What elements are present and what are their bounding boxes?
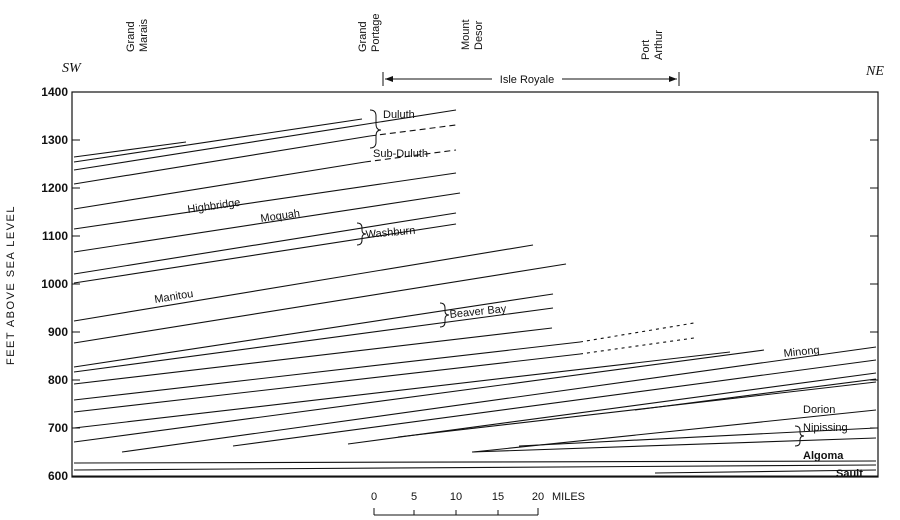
location-port-arthur-line2: Arthur bbox=[653, 30, 665, 60]
y-axis-title: FEET ABOVE SEA LEVEL bbox=[5, 205, 17, 365]
location-grand-portage-line2: Portage bbox=[370, 13, 382, 52]
location-grand-marais-line1: Grand bbox=[125, 21, 137, 52]
location-grand-marais-line2: Marais bbox=[138, 18, 150, 52]
scale-bar: 0 5 10 15 20 MILES bbox=[371, 491, 585, 516]
label-beaver-bay: Beaver Bay bbox=[449, 303, 507, 321]
label-moquah: Moquah bbox=[260, 208, 301, 225]
y-tick-1000: 1000 bbox=[41, 277, 68, 291]
y-tick-700: 700 bbox=[48, 421, 68, 435]
label-manitou: Manitou bbox=[154, 288, 195, 306]
location-mount-desor: Mount Desor bbox=[460, 19, 485, 50]
label-algoma: Algoma bbox=[803, 450, 844, 462]
location-mount-desor-line1: Mount bbox=[460, 19, 472, 50]
y-tick-1100: 1100 bbox=[42, 229, 68, 243]
direction-sw: SW bbox=[62, 61, 82, 76]
isle-royale-extent: Isle Royale bbox=[382, 72, 680, 86]
label-highbridge: Highbridge bbox=[187, 197, 241, 216]
scale-tick-10: 10 bbox=[450, 491, 462, 503]
location-grand-portage: Grand Portage bbox=[357, 13, 382, 52]
label-sault: Sault bbox=[836, 468, 863, 480]
location-mount-desor-line2: Desor bbox=[473, 20, 485, 50]
scale-tick-20: 20 bbox=[532, 491, 544, 503]
y-axis: 1400 1300 1200 1100 1000 900 800 700 600 bbox=[41, 85, 878, 483]
location-grand-marais: Grand Marais bbox=[125, 18, 150, 52]
label-washburn: Washburn bbox=[365, 225, 416, 241]
y-tick-1300: 1300 bbox=[41, 133, 68, 147]
label-dorion: Dorion bbox=[803, 404, 835, 416]
scale-tick-0: 0 bbox=[371, 491, 377, 503]
scale-unit: MILES bbox=[552, 491, 585, 503]
label-sub-duluth: Sub-Duluth bbox=[373, 148, 428, 160]
shoreline-braces bbox=[356, 109, 805, 447]
location-grand-portage-line1: Grand bbox=[357, 21, 369, 52]
y-tick-1400: 1400 bbox=[41, 85, 68, 99]
direction-ne: NE bbox=[865, 64, 884, 79]
isle-royale-label: Isle Royale bbox=[500, 74, 554, 86]
y-tick-800: 800 bbox=[48, 373, 68, 387]
label-minong: Minong bbox=[783, 344, 820, 360]
y-tick-900: 900 bbox=[48, 325, 68, 339]
label-nipissing: Nipissing bbox=[803, 422, 848, 434]
scale-tick-5: 5 bbox=[411, 491, 417, 503]
y-tick-1200: 1200 bbox=[41, 181, 68, 195]
y-tick-600: 600 bbox=[48, 469, 68, 483]
shoreline-lines bbox=[73, 109, 877, 477]
label-duluth: Duluth bbox=[383, 109, 415, 121]
scale-tick-15: 15 bbox=[492, 491, 504, 503]
plot-frame bbox=[71, 91, 879, 478]
location-port-arthur-line1: Port bbox=[640, 40, 652, 60]
location-port-arthur: Port Arthur bbox=[640, 30, 665, 60]
